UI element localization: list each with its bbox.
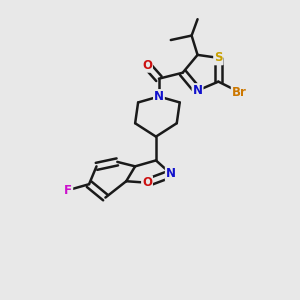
Text: N: N — [193, 84, 202, 97]
Text: S: S — [214, 51, 223, 64]
Text: N: N — [154, 90, 164, 103]
Text: O: O — [142, 59, 152, 72]
Text: N: N — [166, 167, 176, 180]
Text: F: F — [64, 184, 72, 196]
Text: Br: Br — [232, 85, 247, 98]
Text: O: O — [142, 176, 152, 189]
